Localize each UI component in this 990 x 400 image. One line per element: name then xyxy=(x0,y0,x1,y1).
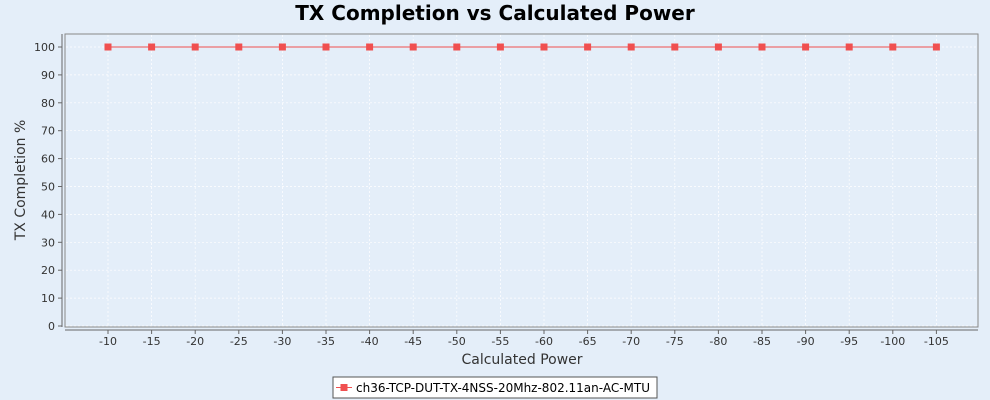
data-point xyxy=(889,43,897,51)
y-tick-label: 20 xyxy=(41,264,55,277)
x-tick-label: -30 xyxy=(273,335,291,348)
x-tick-label: -75 xyxy=(666,335,684,348)
y-tick-label: 40 xyxy=(41,208,55,221)
chart-title: TX Completion vs Calculated Power xyxy=(295,1,695,25)
x-tick-label: -55 xyxy=(491,335,509,348)
data-point xyxy=(714,43,722,51)
legend-label: ch36-TCP-DUT-TX-4NSS-20Mhz-802.11an-AC-M… xyxy=(356,381,650,395)
y-tick-label: 10 xyxy=(41,292,55,305)
data-point xyxy=(191,43,199,51)
plot-area xyxy=(64,33,979,328)
data-point xyxy=(496,43,504,51)
data-point xyxy=(235,43,243,51)
x-tick-label: -45 xyxy=(404,335,422,348)
x-tick-label: -25 xyxy=(230,335,248,348)
data-point xyxy=(322,43,330,51)
y-tick-label: 80 xyxy=(41,97,55,110)
data-point xyxy=(540,43,548,51)
data-point xyxy=(584,43,592,51)
data-point xyxy=(671,43,679,51)
data-point xyxy=(366,43,374,51)
data-point xyxy=(148,43,156,51)
x-tick-label: -50 xyxy=(448,335,466,348)
y-tick-label: 0 xyxy=(48,320,55,333)
legend-box xyxy=(332,376,658,399)
data-point xyxy=(627,43,635,51)
y-tick-label: 90 xyxy=(41,69,55,82)
x-axis: -10 -15 -20 -25 -30 -35 -40 -45 -50 -55 -60 -65 -70 -… xyxy=(65,329,978,348)
x-tick-label: -95 xyxy=(840,335,858,348)
y-tick-label: 100 xyxy=(34,41,55,54)
y-axis-label: TX Completion % xyxy=(13,120,29,242)
x-axis-label: Calculated Power xyxy=(461,352,582,368)
x-tick-label: -65 xyxy=(579,335,597,348)
legend: ch36-TCP-DUT-TX-4NSS-20Mhz-802.11an-AC-M… xyxy=(332,376,658,399)
x-tick-label: -80 xyxy=(709,335,727,348)
y-tick-label: 50 xyxy=(41,181,55,194)
x-tick-label: -15 xyxy=(143,335,161,348)
data-point xyxy=(802,43,810,51)
x-tick-label: -10 xyxy=(99,335,117,348)
legend-marker xyxy=(340,384,348,391)
data-point xyxy=(932,43,940,51)
x-tick-label: -20 xyxy=(186,335,204,348)
x-tick-label: -85 xyxy=(753,335,771,348)
data-point xyxy=(104,43,112,51)
data-point xyxy=(758,43,766,51)
data-point xyxy=(453,43,461,51)
x-tick-label: -90 xyxy=(797,335,815,348)
y-tick-label: 70 xyxy=(41,125,55,138)
x-tick-label: -35 xyxy=(317,335,335,348)
series-group xyxy=(104,43,940,51)
y-tick-label: 30 xyxy=(41,236,55,249)
y-tick-label: 60 xyxy=(41,153,55,166)
y-axis: 0 10 20 30 40 50 60 70 80 90 100 xyxy=(34,34,63,333)
x-tick-label: -100 xyxy=(880,335,905,348)
x-tick-label: -105 xyxy=(924,335,949,348)
data-point xyxy=(845,43,853,51)
data-point xyxy=(278,43,286,51)
grid-lines xyxy=(66,35,977,327)
x-tick-label: -70 xyxy=(622,335,640,348)
data-point xyxy=(409,43,417,51)
x-tick-label: -60 xyxy=(535,335,553,348)
x-tick-label: -40 xyxy=(361,335,379,348)
